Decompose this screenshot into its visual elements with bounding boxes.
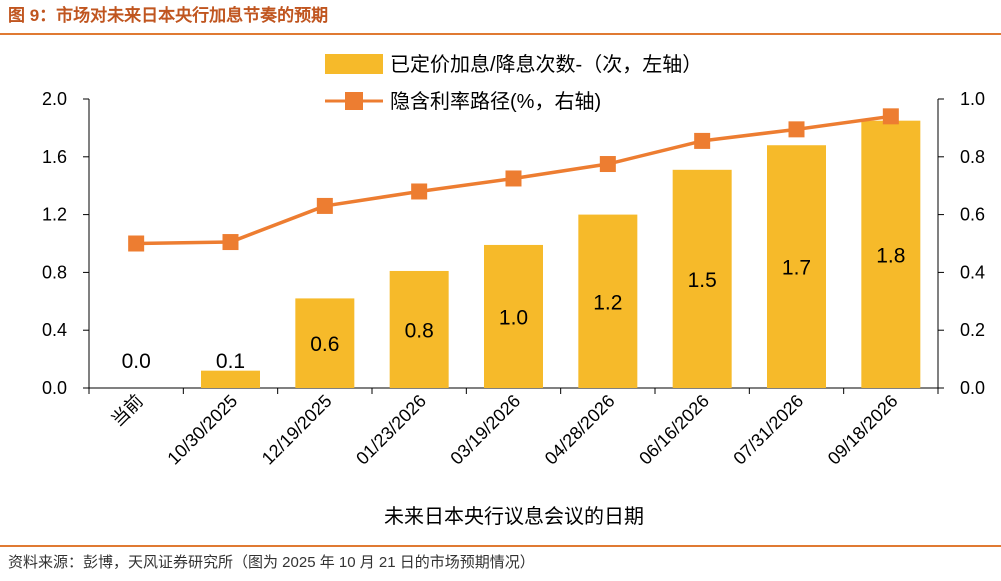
line-marker <box>694 132 711 149</box>
legend-line-marker <box>345 92 363 110</box>
bar-data-label: 1.8 <box>876 244 905 267</box>
line-marker <box>882 108 899 125</box>
bar <box>861 120 921 389</box>
legend-bar-swatch <box>325 54 383 74</box>
y-tick-label-right: 1.0 <box>960 89 985 109</box>
figure-title: 图 9：市场对未来日本央行加息节奏的预期 <box>8 6 329 25</box>
bar <box>672 169 732 388</box>
y-tick-label-left: 0.8 <box>42 262 67 282</box>
line-series <box>128 108 899 252</box>
chart: 已定价加息/降息次数-（次，左轴） 隐含利率路径(%，右轴) 0.0 0.4 0.8… <box>42 53 985 528</box>
x-tick-label: 03/19/2026 <box>446 391 524 469</box>
bar-data-label: 1.7 <box>782 257 811 280</box>
bar <box>295 298 355 388</box>
top-rule <box>0 33 1001 35</box>
bottom-rule <box>0 545 1001 547</box>
bar <box>389 270 449 388</box>
x-tick-label: 12/19/2025 <box>258 391 336 469</box>
bar <box>578 214 638 388</box>
bar <box>767 145 826 388</box>
x-tick-label: 07/31/2026 <box>729 391 807 469</box>
y-tick-label-left: 0.4 <box>42 320 67 340</box>
x-tick-label: 01/23/2026 <box>352 391 430 469</box>
legend: 已定价加息/降息次数-（次，左轴） 隐含利率路径(%，右轴) <box>325 53 702 113</box>
x-tick-label: 10/30/2025 <box>163 391 241 469</box>
source-note: 资料来源：彭博，天风证券研究所（图为 2025 年 10 月 21 日的市场预期… <box>8 554 535 571</box>
line-marker <box>788 121 805 138</box>
bar <box>484 244 543 388</box>
bar-data-label: 0.8 <box>405 319 434 342</box>
line-marker <box>222 234 239 251</box>
bar-data-label: 1.2 <box>593 291 622 314</box>
bar-data-label: 0.0 <box>122 350 151 373</box>
line-marker <box>316 197 333 214</box>
line-marker <box>128 235 145 252</box>
bar-data-label: 1.0 <box>499 306 528 329</box>
data-labels: 0.0 0.1 0.6 0.8 1.0 1.2 1.5 1.7 1.8 <box>122 244 906 373</box>
x-tick-label: 06/16/2026 <box>635 391 713 469</box>
legend-bar-label: 已定价加息/降息次数-（次，左轴） <box>390 53 702 76</box>
x-tick-label: 04/28/2026 <box>541 391 619 469</box>
x-axis-title: 未来日本央行议息会议的日期 <box>384 505 644 528</box>
bar <box>201 370 260 388</box>
bar-data-label: 0.1 <box>216 350 245 373</box>
y-tick-label-left: 0.0 <box>42 378 67 398</box>
y-tick-label-right: 0.0 <box>960 378 985 398</box>
bar-data-label: 0.6 <box>310 333 339 356</box>
x-tick-label: 当前 <box>107 391 147 431</box>
bar-data-label: 1.5 <box>688 269 717 292</box>
bar-series <box>201 120 921 389</box>
y-tick-label-left: 2.0 <box>42 89 67 109</box>
y-tick-label-left: 1.2 <box>42 205 67 225</box>
x-tick-label: 09/18/2026 <box>824 391 902 469</box>
line-marker <box>505 170 522 187</box>
line-marker <box>411 183 428 200</box>
y-tick-label-right: 0.6 <box>960 205 985 225</box>
line-marker <box>599 156 616 173</box>
y-tick-label-right: 0.8 <box>960 147 985 167</box>
legend-line-label: 隐含利率路径(%，右轴) <box>390 90 601 113</box>
y-tick-label-left: 1.6 <box>42 147 67 167</box>
y-tick-label-right: 0.4 <box>960 262 985 282</box>
y-tick-label-right: 0.2 <box>960 320 985 340</box>
